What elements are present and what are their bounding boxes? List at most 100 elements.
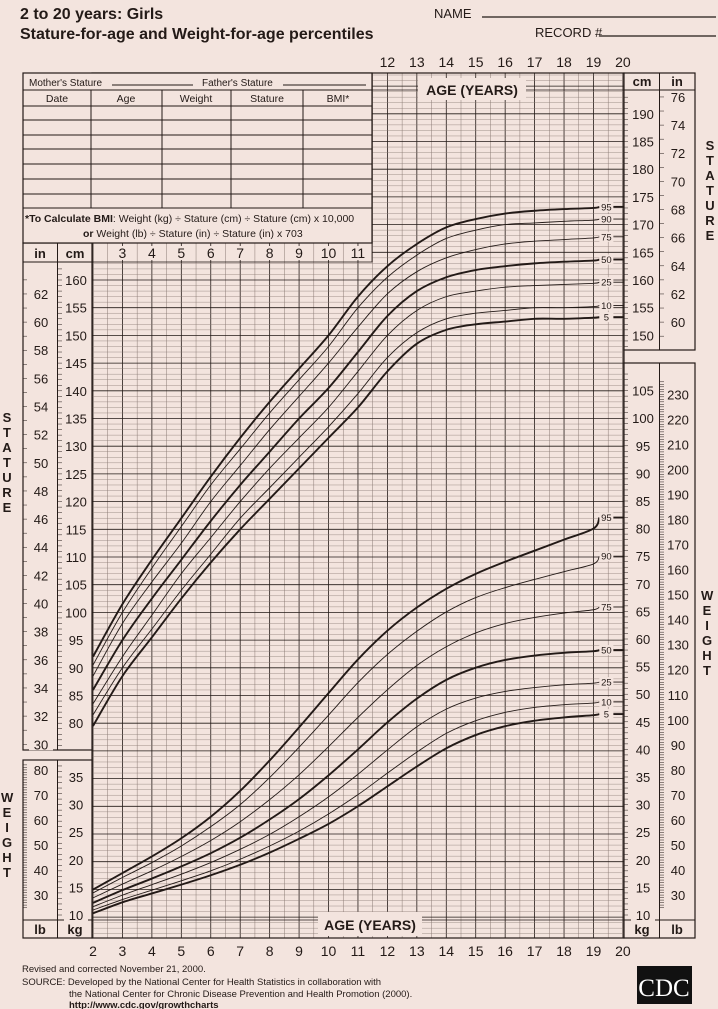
left-weight-kg-tick-bg xyxy=(64,909,88,921)
table-cell[interactable] xyxy=(162,135,231,149)
age-title-bottom-bg xyxy=(318,912,422,936)
table-cell[interactable] xyxy=(91,120,162,135)
right-weight-kg-tick-bg xyxy=(631,853,655,866)
left-stature-cm-tick: 85 xyxy=(69,689,83,704)
right-weight-lb-tick: 30 xyxy=(671,888,685,903)
stature-percentile-label-p75: 75 xyxy=(601,232,612,243)
stature-percentile-label-p10: 10 xyxy=(601,301,612,312)
right-weight-lb-tick: 140 xyxy=(667,613,689,628)
right-weight-lb-tick: 50 xyxy=(671,838,685,853)
table-cell[interactable] xyxy=(303,135,372,149)
table-cell[interactable] xyxy=(162,179,231,194)
right-stature-in-tick: 62 xyxy=(671,287,685,302)
table-cell[interactable] xyxy=(23,149,91,164)
left-stature-cm-tick: 160 xyxy=(65,273,87,288)
table-cell[interactable] xyxy=(23,179,91,194)
table-cell[interactable] xyxy=(23,120,91,135)
left-stature-cm-tick-bg xyxy=(64,412,88,425)
top-age-tick: 19 xyxy=(586,54,602,70)
table-cell[interactable] xyxy=(231,120,303,135)
top-age-tick: 12 xyxy=(380,54,396,70)
table-cell[interactable] xyxy=(303,179,372,194)
inner-age-bg xyxy=(114,246,131,260)
table-cell[interactable] xyxy=(231,164,303,179)
right-weight-lb-tick-bg xyxy=(666,738,690,751)
table-cell[interactable] xyxy=(162,164,231,179)
table-cell[interactable] xyxy=(23,106,91,120)
right-stature-in-tick-bg xyxy=(666,119,690,132)
left-stature-in-tick-bg xyxy=(29,710,53,723)
left-stature-cm-tick: 120 xyxy=(65,495,87,510)
left-stature-in-tick-bg xyxy=(29,681,53,694)
left-weight-lb-tick: 80 xyxy=(34,763,48,778)
left-stature-cm-tick-bg xyxy=(64,274,88,286)
right-stature-cm-tick: 170 xyxy=(632,218,654,233)
left-weight-lb-tick-bg xyxy=(29,864,53,877)
column-date: Date xyxy=(46,93,68,105)
right-stature-cm-tick-bg xyxy=(631,190,655,203)
table-cell[interactable] xyxy=(231,179,303,194)
right-weight-lb-tick-bg xyxy=(666,563,690,576)
right-weight-lb-tick: 130 xyxy=(667,638,689,653)
left-stature-in-tick-bg xyxy=(29,344,53,357)
right-stature-in-tick-bg xyxy=(666,259,690,272)
table-cell[interactable] xyxy=(91,149,162,164)
left-stature-in-tick: 40 xyxy=(34,597,48,612)
cdc-logo-text: CDC xyxy=(638,975,689,1002)
right-weight-kg-tick: 105 xyxy=(632,384,654,399)
bottom-age-tick: 11 xyxy=(351,943,366,959)
weight-percentile-label-p25: 25 xyxy=(601,678,612,689)
table-cell[interactable] xyxy=(23,164,91,179)
right-weight-kg-tick: 35 xyxy=(636,770,650,785)
table-cell[interactable] xyxy=(303,120,372,135)
table-cell[interactable] xyxy=(91,106,162,120)
table-cell[interactable] xyxy=(162,194,231,208)
table-cell[interactable] xyxy=(303,106,372,120)
table-cell[interactable] xyxy=(91,164,162,179)
age-title-top: AGE (YEARS) xyxy=(426,82,518,98)
left-stature-in-tick-bg xyxy=(29,287,53,300)
table-cell[interactable] xyxy=(303,194,372,208)
table-cell[interactable] xyxy=(303,149,372,164)
right-weight-lb-tick-bg xyxy=(666,813,690,826)
left-stature-cm-tick-bg xyxy=(64,467,88,480)
right-weight-lb-tick: 110 xyxy=(668,688,689,703)
right-weight-lb-tick: 170 xyxy=(667,538,689,553)
left-weight-lb-unit: lb xyxy=(34,922,46,937)
left-stature-cm-tick: 155 xyxy=(65,301,87,316)
bmi-formula-lb: or Weight (lb) ÷ Stature (in) ÷ Stature … xyxy=(83,228,303,240)
age-title-bottom: AGE (YEARS) xyxy=(324,917,416,933)
inner-age-bg xyxy=(173,246,190,260)
table-cell[interactable] xyxy=(162,120,231,135)
right-weight-lb-tick-bg xyxy=(666,788,690,801)
left-stature-cm-tick-bg xyxy=(64,440,88,453)
axis-labels: 3032343638404244464850525456586062808590… xyxy=(29,54,690,959)
source-url[interactable]: http://www.cdc.gov/growthcharts xyxy=(69,1000,219,1009)
source-line-2: the National Center for Chronic Disease … xyxy=(69,989,412,1000)
table-cell[interactable] xyxy=(162,106,231,120)
stature-percentile-label-p50: 50 xyxy=(601,255,612,266)
table-cell[interactable] xyxy=(23,135,91,149)
table-cell[interactable] xyxy=(231,135,303,149)
table-cell[interactable] xyxy=(231,149,303,164)
left-stature-in-tick: 32 xyxy=(34,709,48,724)
left-weight-lb-tick-bg xyxy=(29,788,53,801)
left-weight-kg-tick: 15 xyxy=(69,880,83,895)
right-weight-lb-tick: 40 xyxy=(671,863,685,878)
weight-label-bg-p75 xyxy=(599,601,614,612)
table-cell[interactable] xyxy=(303,164,372,179)
table-cell[interactable] xyxy=(91,194,162,208)
stature-percentile-label-p25: 25 xyxy=(601,278,612,289)
bottom-age-tick: 19 xyxy=(586,943,602,959)
stature-curve-p95 xyxy=(92,205,600,658)
right-weight-kg-tick: 65 xyxy=(636,604,650,619)
left-stature-in-tick: 44 xyxy=(34,540,48,555)
table-cell[interactable] xyxy=(231,194,303,208)
table-cell[interactable] xyxy=(162,149,231,164)
left-stature-cm-tick-bg xyxy=(64,301,88,314)
table-cell[interactable] xyxy=(231,106,303,120)
right-stature-in-tick-bg xyxy=(666,203,690,216)
table-cell[interactable] xyxy=(91,135,162,149)
table-cell[interactable] xyxy=(23,194,91,208)
table-cell[interactable] xyxy=(91,179,162,194)
